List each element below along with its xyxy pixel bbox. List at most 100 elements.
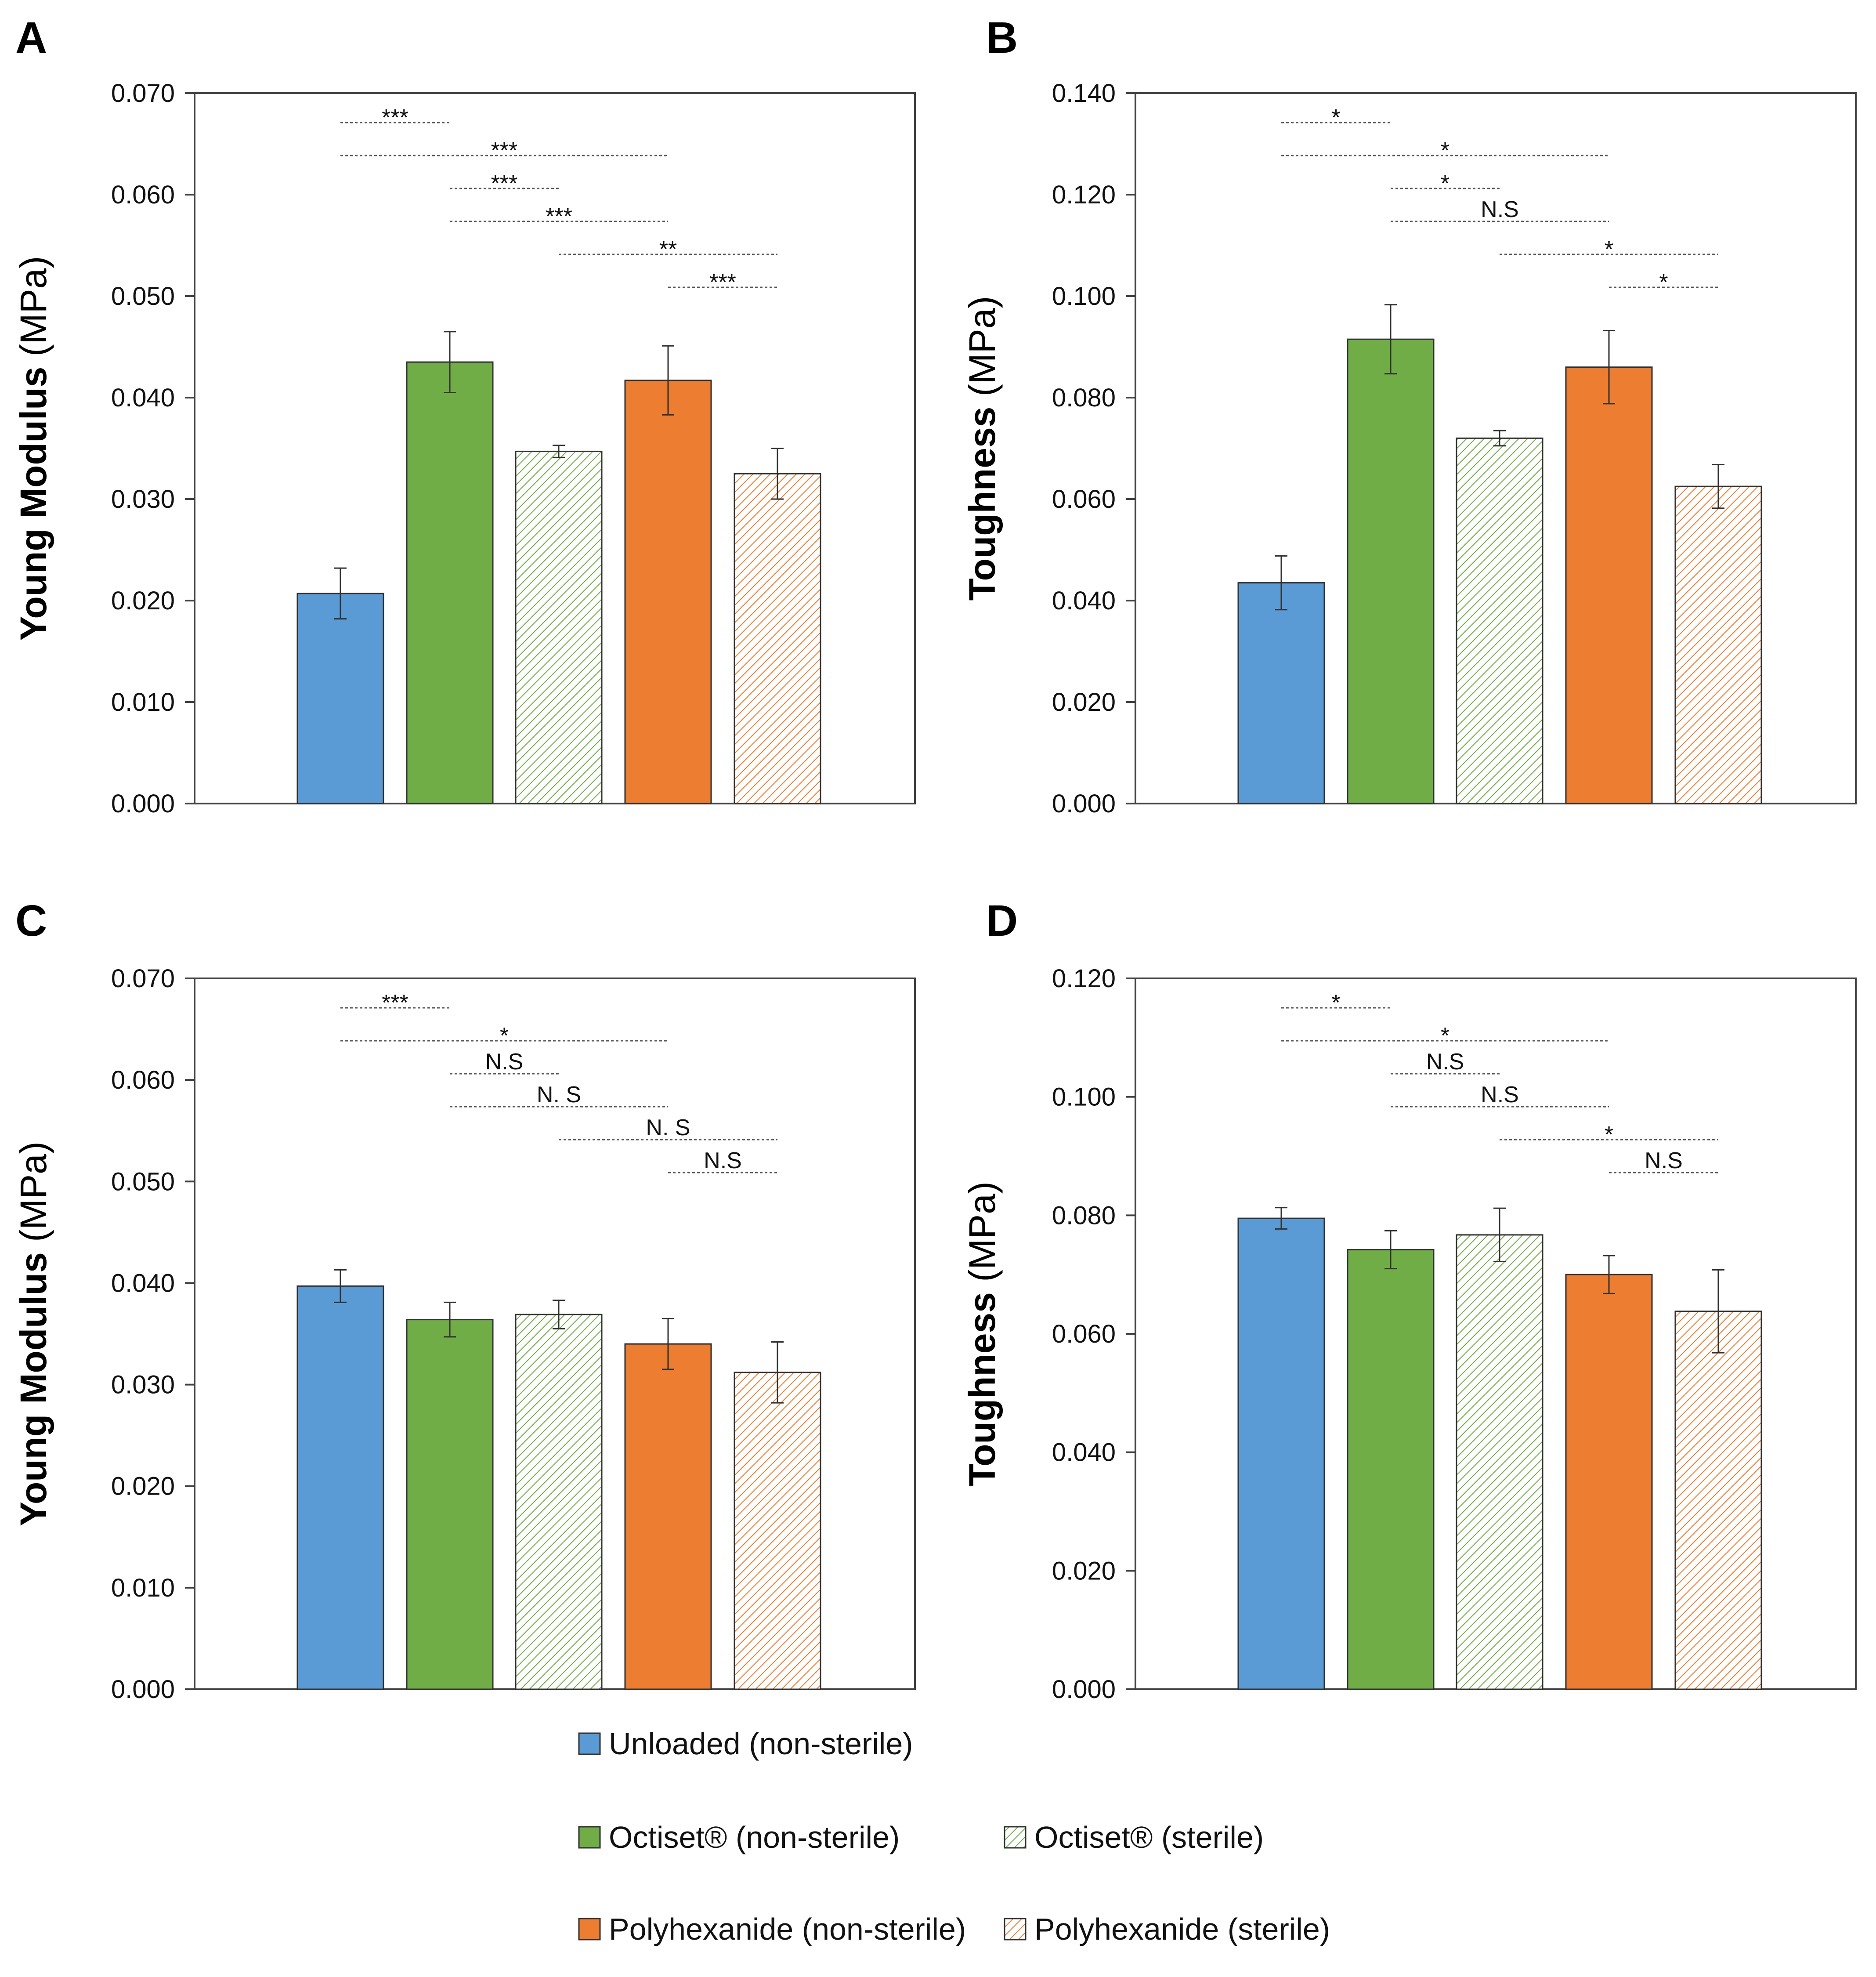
legend-swatch-polyhexanide-sterile: [1004, 1918, 1027, 1941]
panel-a-ylabel-unit: (MPa): [13, 256, 54, 367]
panel-c-ytick-label-5: 0.050: [111, 1167, 175, 1196]
panel-b-sig-label-4: *: [1605, 237, 1613, 262]
panel-b-sig-label-3: N.S: [1481, 197, 1519, 222]
panel-d-bar-polyhexanide-non-sterile: [1565, 1274, 1653, 1690]
panel-d-sig-label-1: *: [1441, 1023, 1449, 1049]
panel-b-letter: B: [986, 13, 1018, 62]
panel-c-ytick-label-1: 0.010: [111, 1574, 175, 1602]
panel-c-ytick-label-0: 0.000: [111, 1675, 175, 1704]
panel-a-sig-label-3: ***: [546, 204, 572, 229]
legend-swatch-polyhexanide-non-sterile: [578, 1918, 601, 1941]
panel-b-sig-label-5: *: [1659, 270, 1668, 295]
panel-c-sig-label-2: N.S: [485, 1049, 524, 1075]
panel-c-ytick-label-4: 0.040: [111, 1269, 175, 1297]
panel-b-ylabel-unit: (MPa): [961, 296, 1003, 407]
chart-panels: A 0.000 0.010 0.020 0.030 0.040 0.050 0.060 0.07…: [13, 13, 1857, 1704]
panel-b-ytick-label-4: 0.080: [1052, 384, 1116, 412]
legend-swatch-octiset-sterile: [1004, 1826, 1027, 1849]
panel-a-ytick-label-1: 0.010: [111, 688, 175, 717]
panel-d: D 0.000 0.020 0.040 0.060 0.080 0.100 0.120 Toug…: [961, 896, 1857, 1704]
panel-c-ylabel-name: Young Modulus: [13, 1252, 54, 1526]
panel-a-ytick-label-7: 0.070: [111, 79, 175, 108]
legend: Unloaded (non-sterile) Octiset® (non-ster…: [578, 1727, 1330, 1946]
panel-a-ytick-label-4: 0.040: [111, 384, 175, 412]
panel-b-ytick-label-6: 0.120: [1052, 181, 1116, 209]
panel-c-sig-label-5: N.S: [704, 1148, 742, 1173]
panel-b-ytick-label-7: 0.140: [1052, 79, 1116, 108]
panel-c-sig-label-1: *: [500, 1023, 509, 1049]
panel-d-ytick-label-3: 0.060: [1052, 1320, 1116, 1348]
panel-a-ylabel-name: Young Modulus: [13, 367, 54, 641]
panel-d-ytick-label-6: 0.120: [1052, 964, 1116, 993]
panel-b-sig-label-0: *: [1331, 105, 1340, 130]
panel-c-letter: C: [15, 896, 47, 945]
panel-c-ytick-label-7: 0.070: [111, 964, 175, 993]
panel-d-ytick-label-2: 0.040: [1052, 1438, 1116, 1467]
panel-a-ytick-label-6: 0.060: [111, 181, 175, 209]
panel-a-sig-label-0: ***: [382, 105, 408, 130]
panel-b-ytick-label-3: 0.060: [1052, 485, 1116, 514]
panel-d-bar-octiset-non-sterile: [1347, 1249, 1435, 1690]
panel-c-ytick-label-2: 0.020: [111, 1472, 175, 1501]
panel-a-bar-octiset-non-sterile: [406, 361, 494, 804]
panel-a-sig-label-5: ***: [709, 270, 736, 295]
panel-b-bar-unloaded-non-sterile: [1237, 582, 1325, 804]
panel-b-ylabel-name: Toughness: [961, 407, 1003, 601]
panel-c-sig-label-3: N. S: [537, 1082, 581, 1108]
panel-d-ytick-label-1: 0.020: [1052, 1557, 1116, 1585]
panel-b-bar-polyhexanide-non-sterile: [1565, 366, 1653, 804]
panel-b-ytick-label-1: 0.020: [1052, 688, 1116, 717]
panel-d-letter: D: [986, 896, 1018, 945]
panel-b-ytick-label-0: 0.000: [1052, 789, 1116, 818]
panel-d-ylabel: Toughness (MPa): [961, 1181, 1003, 1486]
panel-d-sig-label-4: *: [1605, 1122, 1613, 1148]
panel-c-bar-octiset-sterile: [515, 1314, 603, 1690]
panel-d-sig-label-2: N.S: [1426, 1049, 1464, 1075]
panel-d-ytick-label-4: 0.080: [1052, 1201, 1116, 1230]
legend-label-octiset-non-sterile: Octiset® (non-sterile): [609, 1820, 900, 1854]
legend-swatch-unloaded-non-sterile: [578, 1732, 601, 1755]
panel-b-ytick-label-5: 0.100: [1052, 282, 1116, 311]
panel-c-bar-polyhexanide-non-sterile: [624, 1343, 712, 1690]
panel-a: A 0.000 0.010 0.020 0.030 0.040 0.050 0.060 0.07…: [13, 13, 916, 818]
panel-c-sig-label-4: N. S: [646, 1115, 690, 1141]
panel-d-bar-octiset-sterile: [1456, 1234, 1543, 1690]
panel-a-sig-label-4: **: [659, 237, 677, 262]
panel-a-sig-label-1: ***: [491, 138, 518, 163]
panel-b-sig-label-2: *: [1441, 171, 1449, 196]
panel-c-sig-label-0: ***: [382, 990, 408, 1016]
legend-label-polyhexanide-non-sterile: Polyhexanide (non-sterile): [609, 1912, 966, 1946]
panel-d-bar-polyhexanide-sterile: [1674, 1311, 1762, 1690]
panel-b: B 0.000 0.020 0.040 0.060 0.080 0.100 0.120 0.14…: [961, 13, 1857, 818]
panel-b-ytick-label-2: 0.040: [1052, 587, 1116, 615]
panel-c-bar-unloaded-non-sterile: [296, 1285, 384, 1690]
panel-a-ylabel: Young Modulus (MPa): [13, 256, 54, 641]
panel-a-ytick-label-5: 0.050: [111, 282, 175, 311]
panel-a-ytick-label-2: 0.020: [111, 587, 175, 615]
panel-d-sig-label-5: N.S: [1645, 1148, 1683, 1173]
panel-d-sig-label-0: *: [1331, 990, 1340, 1016]
panel-d-sig-label-3: N.S: [1481, 1082, 1519, 1108]
panel-b-sig-label-1: *: [1441, 138, 1449, 163]
panel-d-bar-unloaded-non-sterile: [1237, 1217, 1325, 1690]
panel-a-ytick-label-0: 0.000: [111, 789, 175, 818]
legend-swatch-octiset-non-sterile: [578, 1826, 601, 1849]
panel-c-ylabel-unit: (MPa): [13, 1141, 54, 1252]
panel-d-ylabel-unit: (MPa): [961, 1181, 1003, 1292]
panel-a-bar-polyhexanide-non-sterile: [624, 380, 712, 804]
panel-b-bar-polyhexanide-sterile: [1674, 485, 1762, 804]
panel-a-bar-polyhexanide-sterile: [734, 473, 821, 804]
panel-c-ytick-label-3: 0.030: [111, 1371, 175, 1399]
panel-c-ylabel: Young Modulus (MPa): [13, 1141, 54, 1526]
legend-label-octiset-sterile: Octiset® (sterile): [1034, 1820, 1264, 1854]
panel-a-bar-unloaded-non-sterile: [296, 593, 384, 804]
panel-c: C 0.000 0.010 0.020 0.030 0.040 0.050 0.060 0.07…: [13, 896, 916, 1704]
panel-c-bar-polyhexanide-sterile: [734, 1372, 821, 1690]
panel-b-ylabel: Toughness (MPa): [961, 296, 1003, 601]
panel-a-ytick-label-3: 0.030: [111, 485, 175, 514]
panel-a-letter: A: [15, 13, 47, 62]
panel-c-bar-octiset-non-sterile: [406, 1319, 494, 1690]
legend-label-polyhexanide-sterile: Polyhexanide (sterile): [1034, 1912, 1330, 1946]
